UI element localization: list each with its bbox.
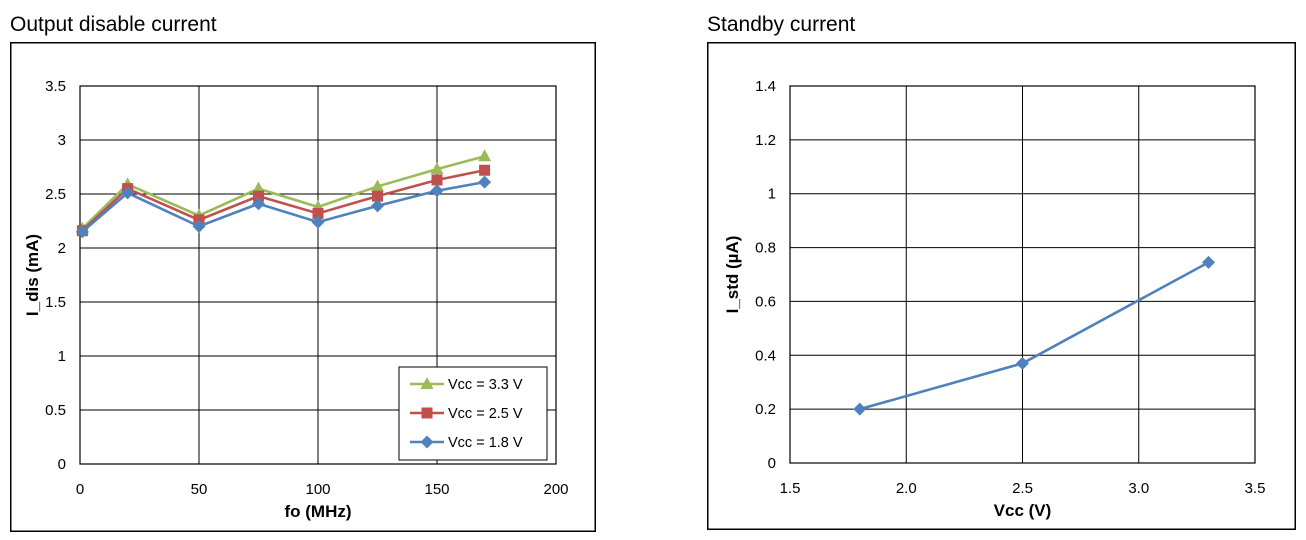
y-tick-label: 0	[58, 456, 66, 473]
x-tick-label: 50	[191, 481, 208, 498]
y-tick-label: 0.6	[755, 293, 776, 310]
y-tick-label: 1	[768, 186, 776, 203]
plot-area	[79, 85, 557, 465]
data-point	[75, 225, 89, 239]
y-tick-label: 0.4	[755, 347, 776, 364]
x-tick-label: 200	[543, 481, 568, 498]
data-point	[478, 149, 492, 162]
legend-item: Vcc = 1.8 V	[410, 435, 523, 451]
legend: Vcc = 3.3 V Vcc = 2.5 V Vcc = 1.8 V	[398, 366, 548, 461]
data-point	[1016, 356, 1029, 370]
x-tick-label: 0	[76, 481, 84, 498]
y-tick-label: 0.2	[755, 401, 776, 418]
y-axis-label: I_std (µA)	[723, 236, 742, 314]
legend-item: Vcc = 3.3 V	[410, 377, 523, 393]
y-tick-label: 1.4	[755, 78, 776, 95]
data-point	[312, 207, 324, 219]
legend-label: Vcc = 1.8 V	[448, 435, 523, 451]
legend-item: Vcc = 2.5 V	[410, 406, 523, 422]
legend-label: Vcc = 2.5 V	[448, 406, 523, 422]
series-line	[81, 180, 485, 233]
series-line	[81, 154, 485, 230]
data-point	[479, 164, 491, 176]
y-tick-label: 0	[768, 455, 776, 472]
x-axis-label: fo (MHz)	[284, 502, 351, 521]
y-tick-label: 2.5	[45, 186, 66, 203]
legend-label: Vcc = 3.3 V	[448, 377, 523, 393]
x-axis-label: Vcc (V)	[994, 501, 1052, 520]
data-point	[252, 181, 265, 194]
y-tick-label: 3	[58, 132, 66, 149]
legend-marker	[421, 407, 433, 419]
data-point	[853, 402, 867, 416]
data-point	[252, 197, 265, 211]
data-point	[372, 190, 383, 202]
data-point	[430, 162, 444, 175]
y-tick-label: 1.2	[755, 132, 776, 149]
x-tick-label: 3.5	[1245, 480, 1266, 497]
series-0	[853, 255, 1215, 416]
data-point	[371, 179, 384, 192]
data-point	[192, 219, 206, 233]
y-tick-label: 0.8	[755, 240, 776, 257]
x-tick-label: 100	[305, 481, 330, 498]
plot-area	[789, 85, 1256, 464]
standby-chart: 0 0.2 0.4 0.6 0.8 1 1.2 1.4 1.5 2.0 2.5 3.0 3.5 Vcc (…	[707, 42, 1296, 530]
y-tick-label: 0.5	[45, 402, 66, 419]
chart-title-output-disable: Output disable current	[10, 13, 217, 36]
chart-frame	[707, 42, 1296, 530]
x-tick-label: 150	[424, 481, 449, 498]
data-point	[311, 215, 325, 229]
output-disable-chart: 0 0.5 1 1.5 2 2.5 3 3.5 0 50 100 150 200 fo (MHz) I_di…	[10, 42, 596, 532]
data-point	[253, 190, 264, 202]
x-tick-label: 2.5	[1012, 480, 1033, 497]
x-tick-label: 2.0	[896, 480, 917, 497]
legend-marker	[420, 377, 434, 389]
y-tick-label: 3.5	[45, 78, 66, 95]
x-tick-label: 1.5	[780, 480, 801, 497]
y-tick-label: 2	[58, 240, 66, 257]
x-tick-label: 3.0	[1128, 480, 1149, 497]
data-point	[121, 186, 135, 200]
data-point	[430, 184, 444, 198]
series-2	[75, 175, 492, 239]
y-axis-label: I_dis (mA)	[23, 234, 42, 316]
y-tick-label: 1.5	[45, 294, 66, 311]
chart-title-standby: Standby current	[707, 13, 856, 36]
data-point	[371, 199, 384, 213]
data-point	[1202, 255, 1215, 269]
legend-marker	[420, 435, 434, 449]
data-point	[431, 174, 443, 186]
data-point	[478, 175, 492, 189]
y-tick-label: 1	[58, 348, 66, 365]
series-line	[81, 168, 485, 232]
